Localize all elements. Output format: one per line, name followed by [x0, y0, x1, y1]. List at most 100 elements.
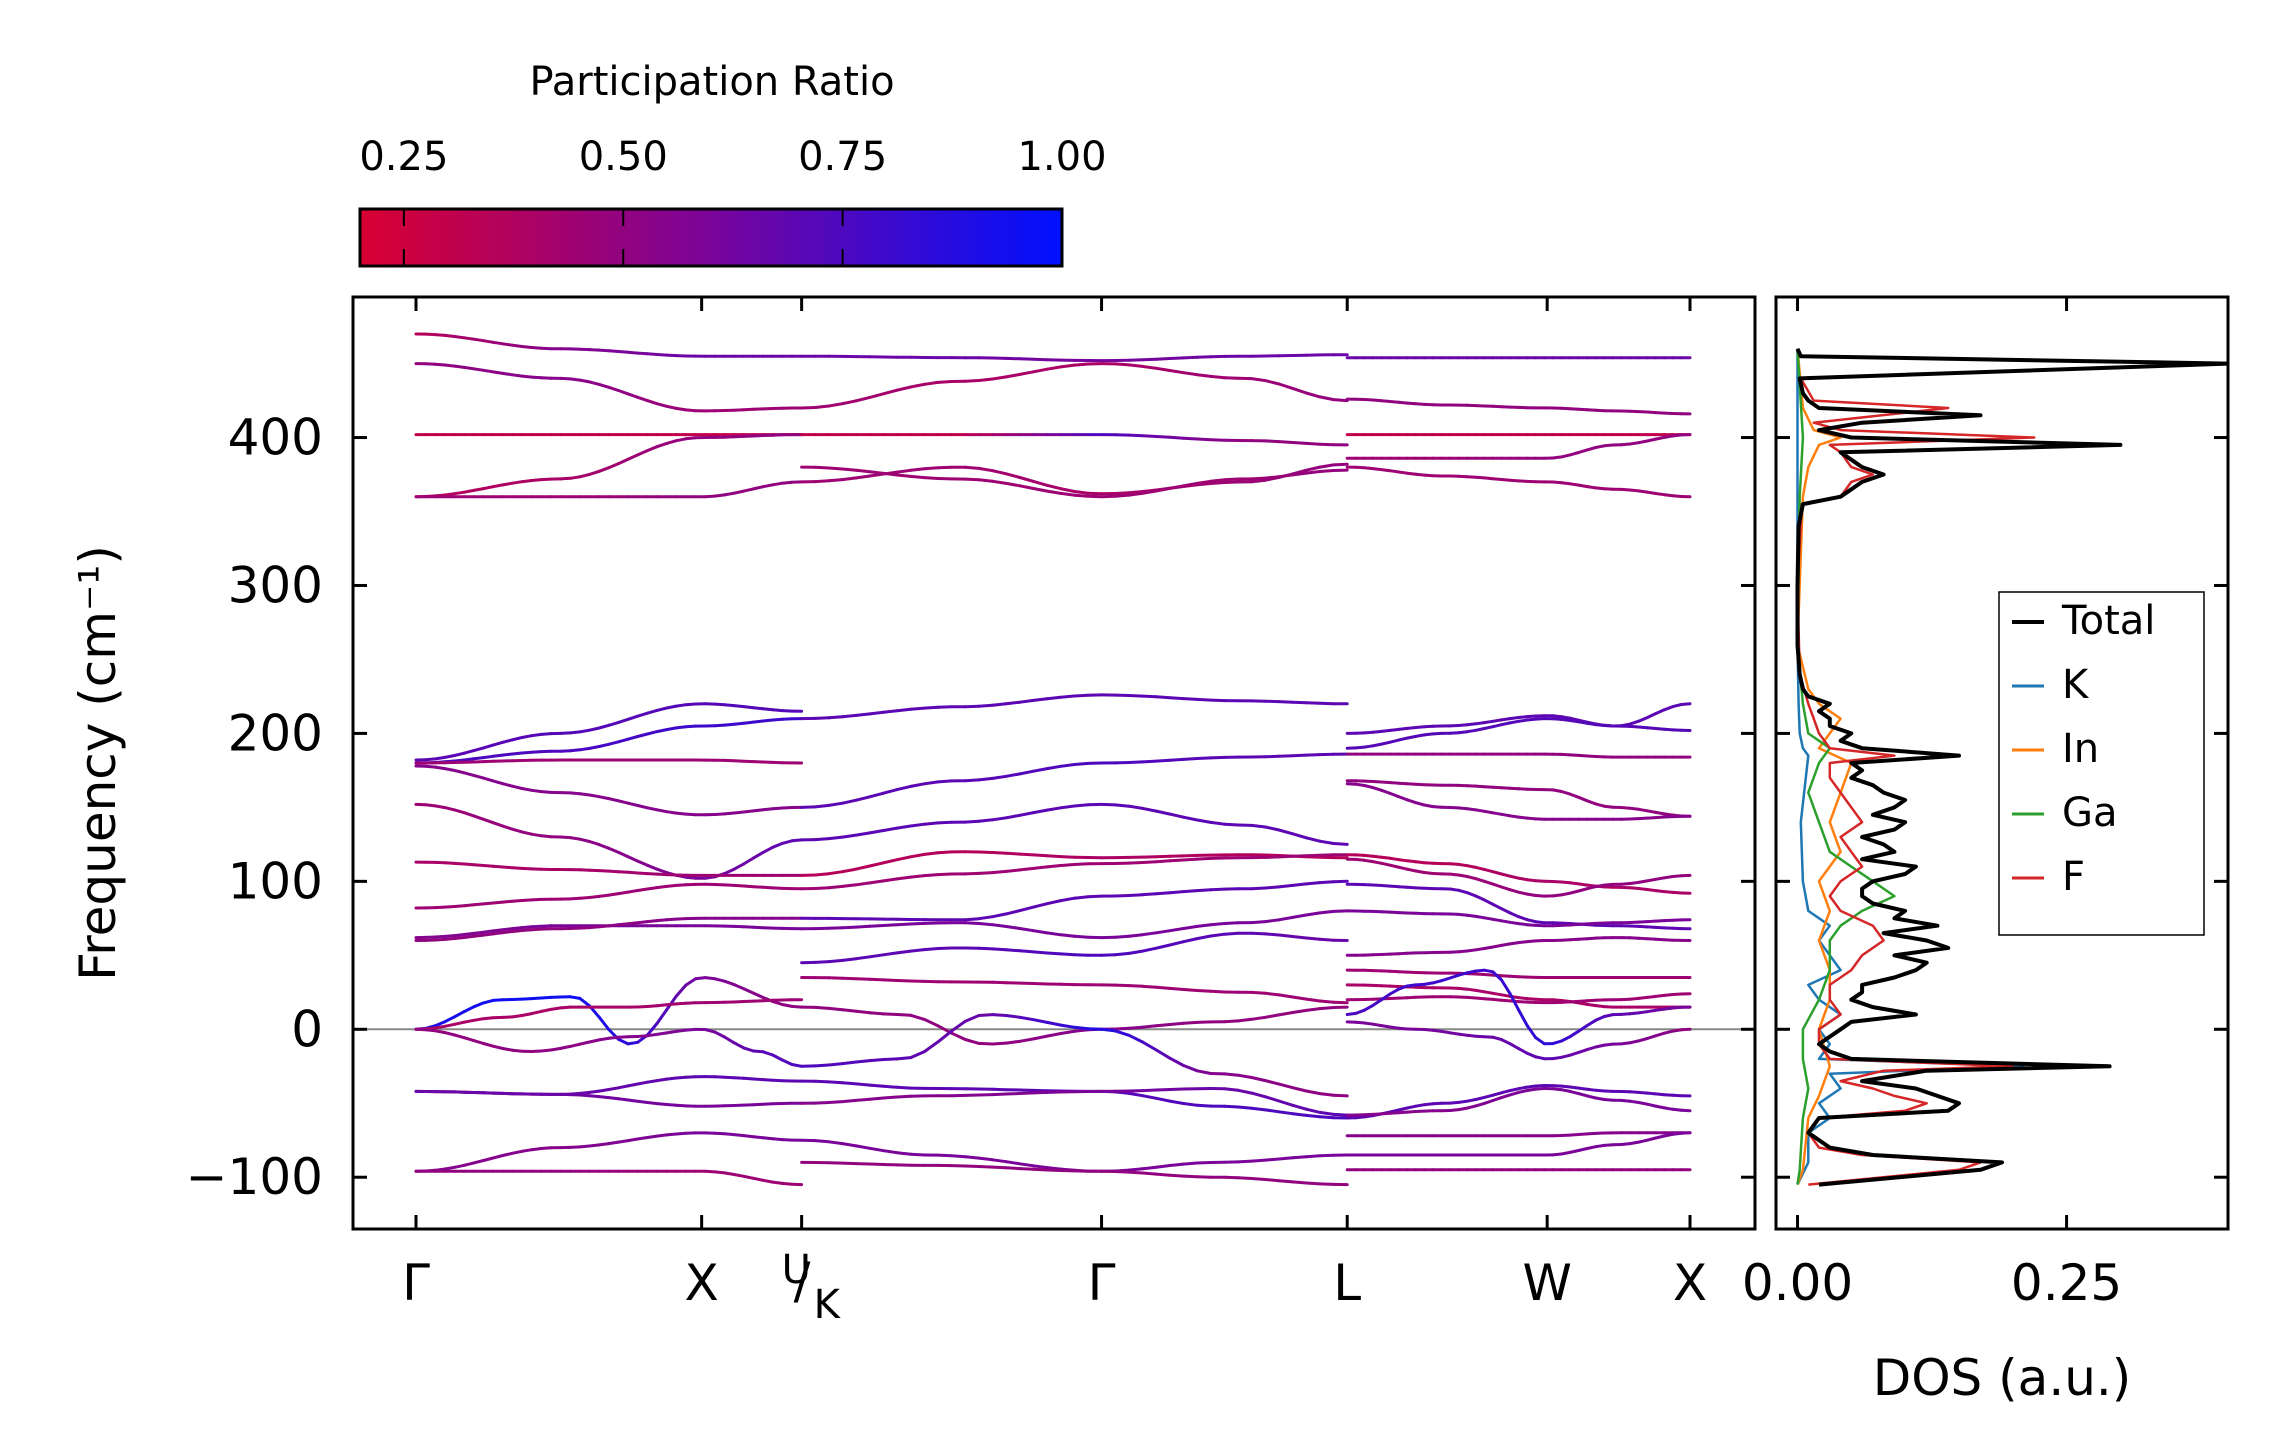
band-segment — [424, 362, 437, 366]
band-segment — [868, 1096, 885, 1101]
band-segment — [665, 883, 678, 888]
band-segment — [1380, 788, 1392, 795]
band-segment — [520, 830, 534, 836]
band-segment — [462, 1036, 476, 1043]
band-segment — [655, 1031, 669, 1036]
band-segment — [1318, 1092, 1336, 1097]
band-64 — [1345, 1131, 1692, 1157]
band-segment — [1397, 984, 1409, 991]
band-segment — [977, 703, 995, 708]
band-42 — [1345, 936, 1692, 957]
band-segment — [936, 1029, 954, 1044]
band-segment — [645, 863, 659, 871]
band-segment — [909, 852, 926, 859]
band-segment — [1291, 1112, 1308, 1117]
band-segment — [827, 1006, 844, 1012]
band-segment — [588, 745, 601, 750]
dos-y-ticks — [1776, 436, 2228, 1179]
band-segment — [780, 1181, 794, 1186]
band-segment — [1491, 970, 1503, 982]
band-segment — [1168, 1056, 1185, 1067]
band-segment — [895, 824, 913, 830]
dos-x-tick-label: 0.25 — [2011, 1254, 2122, 1312]
band-segment — [530, 478, 543, 482]
band-segment — [854, 1144, 872, 1150]
band-segment — [1318, 1115, 1336, 1120]
band-segment — [626, 801, 640, 807]
band-segment — [922, 947, 940, 952]
band-segment — [742, 856, 755, 866]
band-segment — [1154, 366, 1172, 372]
band-segment — [617, 1139, 630, 1144]
band-segment — [922, 380, 940, 386]
band-segment — [963, 477, 981, 482]
band-segment — [607, 720, 620, 727]
band-23 — [414, 916, 804, 942]
band-segment — [1004, 372, 1022, 379]
band-segment — [841, 1142, 858, 1148]
band-segment — [665, 353, 678, 358]
band-segment — [520, 750, 534, 755]
band-segment — [1577, 795, 1589, 803]
band-segment — [636, 395, 649, 403]
band-26 — [800, 802, 1349, 846]
band-segment — [617, 1097, 630, 1102]
band-segment — [713, 1030, 726, 1039]
band-segment — [1277, 1011, 1295, 1017]
band-segment — [1263, 932, 1281, 937]
band-segment — [462, 336, 476, 341]
band-segment — [1236, 1105, 1254, 1110]
band-segment — [977, 871, 995, 875]
band-segment — [742, 720, 755, 725]
band-segment — [780, 839, 794, 845]
band-segment — [491, 998, 505, 1002]
band-segment — [1332, 398, 1349, 403]
band-segment — [1250, 1091, 1267, 1099]
band-segment — [1154, 859, 1172, 864]
band-segment — [1032, 1164, 1049, 1170]
band-segment — [1141, 1040, 1158, 1052]
band-segment — [742, 1076, 755, 1081]
band-segment — [1045, 864, 1063, 869]
band-segment — [827, 1100, 844, 1104]
band-segment — [991, 774, 1008, 780]
band-segment — [482, 1016, 495, 1021]
band-segment — [771, 1137, 784, 1142]
band-segment — [1482, 898, 1495, 906]
band-segment — [655, 706, 669, 712]
band-segment — [1045, 931, 1063, 937]
band-segment — [1141, 694, 1158, 699]
band-segment — [665, 1029, 678, 1035]
band-segment — [645, 1032, 659, 1038]
band-segment — [868, 470, 885, 475]
path-label: L — [1333, 1254, 1361, 1312]
band-segment — [443, 1031, 457, 1037]
band-segment — [936, 946, 954, 950]
band-segment — [1250, 1106, 1267, 1112]
band-segment — [991, 923, 1008, 928]
band-segment — [751, 706, 765, 711]
band-segment — [482, 932, 495, 937]
band-segment — [922, 1040, 940, 1054]
band-segment — [1397, 795, 1409, 802]
band-segment — [617, 389, 630, 396]
band-segment — [732, 1041, 746, 1050]
band-segment — [813, 404, 831, 409]
band-segment — [882, 1084, 899, 1089]
band-segment — [607, 892, 620, 897]
band-segment — [568, 730, 582, 735]
band-segment — [520, 866, 534, 871]
band-segment — [1304, 853, 1322, 858]
band-segment — [520, 345, 534, 349]
y-tick-label: 100 — [228, 852, 323, 910]
dos-axes-frame — [1774, 295, 2230, 1231]
band-segment — [482, 339, 495, 344]
band-segment — [1059, 763, 1076, 768]
band-segment — [895, 1013, 913, 1017]
band-4 — [414, 480, 804, 499]
band-segment — [1223, 1019, 1240, 1024]
band-segment — [453, 936, 466, 940]
band-segment — [578, 792, 591, 797]
band-segment — [1250, 1015, 1267, 1021]
band-segment — [1141, 931, 1158, 937]
